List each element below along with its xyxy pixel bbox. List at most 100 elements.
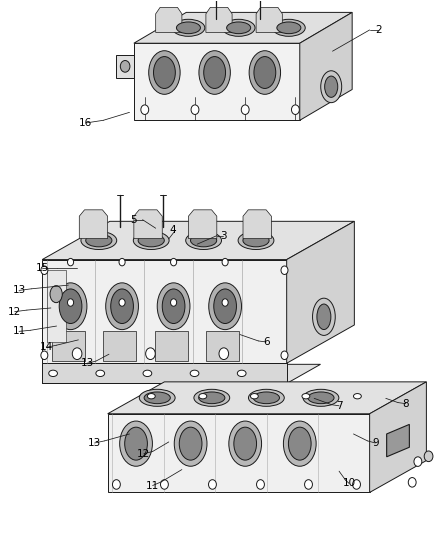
Ellipse shape [119,259,125,266]
Ellipse shape [113,480,120,489]
Ellipse shape [120,61,130,72]
Text: 13: 13 [12,286,26,295]
Ellipse shape [209,283,241,329]
Ellipse shape [414,457,422,466]
Ellipse shape [226,22,251,34]
Polygon shape [370,382,426,492]
Ellipse shape [120,421,152,466]
Ellipse shape [49,370,57,376]
Ellipse shape [119,299,125,306]
Ellipse shape [146,348,155,360]
Ellipse shape [204,56,226,88]
Ellipse shape [281,266,288,274]
Ellipse shape [162,289,185,324]
Ellipse shape [41,351,48,360]
Ellipse shape [41,266,48,274]
Polygon shape [155,7,182,33]
Ellipse shape [143,370,152,376]
Ellipse shape [81,231,117,249]
Polygon shape [108,414,370,492]
Ellipse shape [160,480,168,489]
Ellipse shape [277,22,301,34]
Polygon shape [42,365,321,383]
Text: 15: 15 [35,263,49,272]
Ellipse shape [133,231,169,249]
Ellipse shape [408,478,416,487]
Polygon shape [206,7,232,33]
Ellipse shape [208,480,216,489]
Ellipse shape [190,370,199,376]
Ellipse shape [191,234,217,247]
Polygon shape [243,210,272,239]
Text: 13: 13 [88,438,101,448]
Text: 3: 3 [220,231,227,241]
Ellipse shape [257,480,265,489]
Text: 10: 10 [343,479,356,488]
Ellipse shape [222,19,255,36]
Ellipse shape [59,289,82,324]
Ellipse shape [241,105,249,115]
Ellipse shape [148,393,155,399]
Ellipse shape [139,389,175,406]
Ellipse shape [191,105,199,115]
Ellipse shape [291,105,299,115]
Polygon shape [117,55,134,78]
Polygon shape [155,332,187,361]
Ellipse shape [96,370,105,376]
Text: 2: 2 [375,25,381,35]
Ellipse shape [254,56,276,88]
Ellipse shape [303,389,339,406]
Polygon shape [103,332,136,361]
Polygon shape [46,270,66,342]
Ellipse shape [288,427,311,460]
Ellipse shape [222,299,228,306]
Polygon shape [52,332,85,361]
Ellipse shape [302,393,310,399]
Polygon shape [206,332,239,361]
Ellipse shape [153,56,175,88]
Ellipse shape [219,348,229,360]
Ellipse shape [248,389,284,406]
Ellipse shape [186,231,222,249]
Ellipse shape [243,234,269,247]
Ellipse shape [106,283,138,329]
Polygon shape [42,221,354,260]
Ellipse shape [179,427,202,460]
Ellipse shape [54,283,87,329]
Ellipse shape [353,393,361,399]
Ellipse shape [353,480,360,489]
Ellipse shape [174,421,207,466]
Ellipse shape [229,421,261,466]
Ellipse shape [111,289,134,324]
Ellipse shape [138,234,164,247]
Text: 13: 13 [81,358,94,368]
Ellipse shape [424,451,433,462]
Ellipse shape [199,51,230,94]
Ellipse shape [253,392,279,403]
Text: 5: 5 [131,215,137,225]
Ellipse shape [304,480,312,489]
Polygon shape [42,364,287,383]
Ellipse shape [144,392,170,403]
Polygon shape [300,12,352,120]
Ellipse shape [249,51,281,94]
Ellipse shape [72,348,82,360]
Polygon shape [134,210,162,239]
Ellipse shape [86,234,112,247]
Ellipse shape [170,299,177,306]
Ellipse shape [194,389,230,406]
Ellipse shape [313,298,335,335]
Polygon shape [79,210,108,239]
Ellipse shape [141,105,149,115]
Ellipse shape [50,286,62,303]
Text: 12: 12 [137,449,151,458]
Ellipse shape [199,393,207,399]
Ellipse shape [317,304,331,329]
Ellipse shape [238,231,274,249]
Ellipse shape [283,421,316,466]
Ellipse shape [237,370,246,376]
Text: 4: 4 [170,225,177,236]
Ellipse shape [272,19,305,36]
Polygon shape [134,12,352,43]
Ellipse shape [234,427,257,460]
